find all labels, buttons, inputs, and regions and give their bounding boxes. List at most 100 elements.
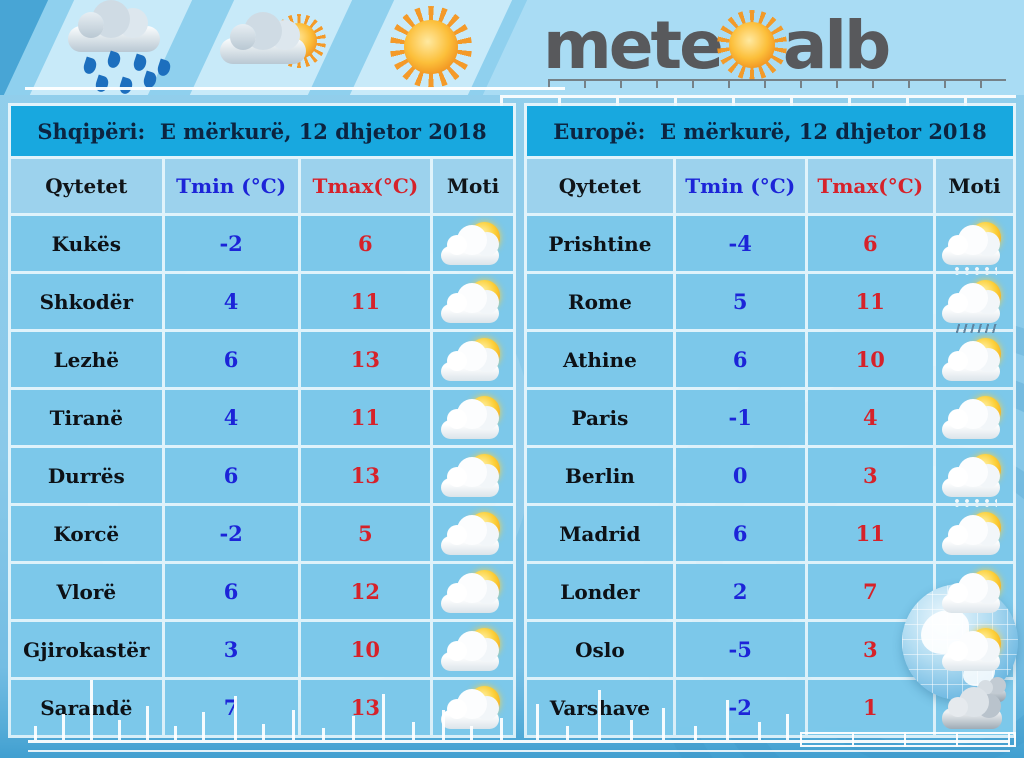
tmin-value: 3 xyxy=(164,622,298,677)
table-title: Shqipëri: E mërkurë, 12 dhjetor 2018 xyxy=(11,106,513,156)
city-name: Athine xyxy=(527,332,673,387)
tmax-value: 11 xyxy=(300,274,431,329)
tmin-value: 6 xyxy=(675,506,805,561)
city-name: Shkodër xyxy=(11,274,162,329)
sun-cloud-snow-icon xyxy=(942,221,1006,275)
tmax-value: 13 xyxy=(300,680,431,735)
cloud-sun-icon xyxy=(210,0,340,95)
tmin-value: -4 xyxy=(675,216,805,271)
tmax-value: 13 xyxy=(300,448,431,503)
rain-cloud-icon xyxy=(52,0,182,95)
weather-cell xyxy=(935,216,1013,275)
sun-cloud-icon xyxy=(942,627,1006,672)
tmax-value: 4 xyxy=(807,390,933,445)
tmax-value: 1 xyxy=(807,680,933,735)
tmax-value: 5 xyxy=(300,506,431,561)
tmax-value: 10 xyxy=(807,332,933,387)
city-name: Madrid xyxy=(527,506,673,561)
column-header-tmax: Tmax(°C) xyxy=(807,159,933,213)
city-name: Vlorë xyxy=(11,564,162,619)
weather-cell xyxy=(433,506,513,561)
sun-cloud-icon xyxy=(441,627,505,672)
city-name: Kukës xyxy=(11,216,162,271)
logo: mete alb xyxy=(543,2,891,88)
column-header-cities: Qytetet xyxy=(11,159,162,213)
table-shqiperi: Shqipëri: E mërkurë, 12 dhjetor 2018 Qyt… xyxy=(8,103,516,738)
table-row: Rome 5 11 xyxy=(527,274,1013,333)
table-row: Prishtine -4 6 xyxy=(527,216,1013,275)
tmin-value: 6 xyxy=(675,332,805,387)
weather-cell xyxy=(433,622,513,677)
tmax-value: 6 xyxy=(807,216,933,271)
city-name: Lezhë xyxy=(11,332,162,387)
weather-cell xyxy=(935,564,1013,619)
tmax-value: 11 xyxy=(300,390,431,445)
table-row: Gjirokastër 3 10 xyxy=(11,622,513,677)
table-row: Korcë -2 5 xyxy=(11,506,513,561)
table-row: Durrës 6 13 xyxy=(11,448,513,503)
table-row: Kukës -2 6 xyxy=(11,216,513,271)
weather-cell xyxy=(433,216,513,271)
tmin-value: 6 xyxy=(164,332,298,387)
sun-cloud-icon xyxy=(942,337,1006,382)
tmin-value: 2 xyxy=(675,564,805,619)
city-name: Oslo xyxy=(527,622,673,677)
sun-cloud-icon xyxy=(441,395,505,440)
tmin-value: 5 xyxy=(675,274,805,329)
tmin-value: 0 xyxy=(675,448,805,503)
logo-sun-icon xyxy=(716,10,787,80)
weather-cell xyxy=(935,679,1013,735)
table-row: Madrid 6 11 xyxy=(527,506,1013,561)
table-row: Tiranë 4 11 xyxy=(11,390,513,445)
column-header-tmin: Tmin (°C) xyxy=(675,159,805,213)
weather-cell xyxy=(935,622,1013,677)
table-header: Qytetet Tmin (°C) Tmax(°C) Moti xyxy=(527,159,1013,213)
table-header: Qytetet Tmin (°C) Tmax(°C) Moti xyxy=(11,159,513,213)
tmax-value: 12 xyxy=(300,564,431,619)
tmin-value: -2 xyxy=(164,506,298,561)
tmin-value: 4 xyxy=(164,274,298,329)
sun-icon xyxy=(368,0,498,95)
tmin-value: 7 xyxy=(164,680,298,735)
sun-cloud-icon xyxy=(942,511,1006,556)
weather-cell xyxy=(935,506,1013,561)
table-row: Oslo -5 3 xyxy=(527,622,1013,677)
weather-cell xyxy=(433,390,513,445)
table-row: Paris -1 4 xyxy=(527,390,1013,445)
city-name: Londer xyxy=(527,564,673,619)
tmin-value: 4 xyxy=(164,390,298,445)
city-name: Gjirokastër xyxy=(11,622,162,677)
logo-text-prefix: mete xyxy=(543,6,724,84)
sun-cloud-icon xyxy=(441,685,505,730)
tmin-value: 6 xyxy=(164,448,298,503)
table-row: Vlorë 6 12 xyxy=(11,564,513,619)
tmin-value: -1 xyxy=(675,390,805,445)
weather-cell xyxy=(433,274,513,329)
sun-cloud-icon xyxy=(942,395,1006,440)
banner-divider-line xyxy=(25,87,565,90)
weather-cell xyxy=(935,332,1013,387)
banner: mete alb xyxy=(0,0,1024,95)
sun-cloud-icon xyxy=(441,511,505,556)
tmax-value: 10 xyxy=(300,622,431,677)
table-body: Kukës -2 6 Shkodër 4 11 Lezhë 6 13 Tiranë 4 11 Durrë… xyxy=(11,216,513,735)
column-header-weather: Moti xyxy=(935,159,1013,213)
weather-cell xyxy=(433,564,513,619)
weather-cell xyxy=(433,680,513,735)
weather-cell xyxy=(935,448,1013,507)
sun-cloud-icon xyxy=(441,337,505,382)
sun-cloud-snow-icon xyxy=(942,453,1006,507)
column-header-weather: Moti xyxy=(433,159,513,213)
city-name: Prishtine xyxy=(527,216,673,271)
column-header-tmin: Tmin (°C) xyxy=(164,159,298,213)
tmin-value: -2 xyxy=(164,216,298,271)
table-row: Sarandë 7 13 xyxy=(11,680,513,735)
city-name: Varshave xyxy=(527,680,673,735)
table-row: Lezhë 6 13 xyxy=(11,332,513,387)
weather-cell xyxy=(433,332,513,387)
table-row: Shkodër 4 11 xyxy=(11,274,513,329)
table-row: Berlin 0 3 xyxy=(527,448,1013,507)
column-header-cities: Qytetet xyxy=(527,159,673,213)
city-name: Korcë xyxy=(11,506,162,561)
